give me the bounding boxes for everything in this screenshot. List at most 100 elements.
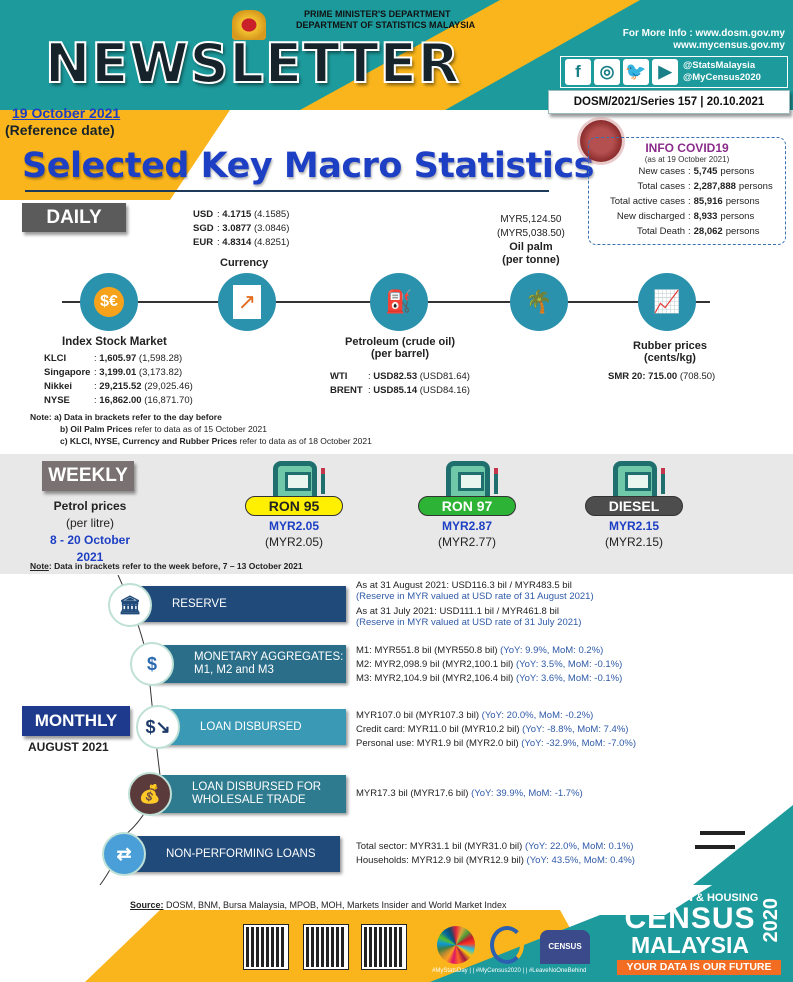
reserve-label: RESERVE: [172, 597, 227, 610]
fuel-price: MYR2.05: [268, 519, 320, 533]
monthly-badge: MONTHLY: [22, 706, 130, 736]
npl-label: NON-PERFORMING LOANS: [166, 847, 316, 860]
note-a: a) Data in brackets refer to the day bef…: [54, 412, 222, 422]
covid-value: 8,933: [693, 211, 718, 222]
row-key: NYSE: [44, 395, 70, 406]
fuel-type-badge: DIESEL: [585, 496, 683, 516]
weekly-note: : Data in brackets refer to the week bef…: [48, 561, 303, 571]
rubber-prev: (708.50): [679, 371, 716, 382]
dept-line1: PRIME MINISTER'S DEPARTMENT: [304, 9, 451, 19]
row-value: 29,215.52: [99, 381, 142, 392]
source-label: Source:: [130, 900, 164, 910]
stat-row: M2: MYR2,098.9 bil (MYR2,100.1 bil) (YoY…: [356, 658, 622, 672]
value-row: WTI: USD82.53 (USD81.64): [330, 371, 470, 382]
series-date: 20.10.2021: [706, 96, 765, 108]
value-row: KLCI: 1,605.97 (1,598.28): [44, 353, 183, 364]
covid-row: Total active cases:85,916 persons: [589, 194, 785, 209]
covid-unit: persons: [725, 196, 760, 207]
money-bag-icon: 💰: [128, 772, 172, 816]
rubber-unit: (cents/kg): [644, 352, 696, 364]
social-handle-census[interactable]: @MyCensus2020: [683, 72, 761, 83]
reserve-line1: As at 31 August 2021: USD116.3 bil / MYR…: [356, 580, 572, 591]
loan-dollar-icon: $↘: [136, 705, 180, 749]
stat-row: Credit card: MYR11.0 bil (MYR10.2 bil) (…: [356, 723, 636, 737]
qr-code-facebook[interactable]: [303, 924, 349, 970]
covid-value: 5,745: [693, 166, 718, 177]
covid-label: Total cases: [637, 181, 685, 192]
stat-growth: (YoY: 9.9%, MoM: 0.2%): [497, 645, 604, 656]
qr-code-census[interactable]: [361, 924, 407, 970]
currency-chart-icon: ↗: [218, 273, 276, 331]
row-value: 3,199.01: [99, 367, 137, 378]
note-c: refer to data as of 18 October 2021: [237, 436, 372, 446]
reserve-line4: (Reserve in MYR valued at USD rate of 31…: [356, 617, 582, 628]
row-key: BRENT: [330, 385, 363, 396]
value-row: Singapore: 3,199.01 (3,173.82): [44, 367, 183, 378]
qr-code-dosm[interactable]: [243, 924, 289, 970]
rubber-label: Rubber prices: [633, 340, 707, 352]
row-prev: (USD81.64): [419, 371, 470, 382]
census-mascot-logo: CENSUS: [540, 930, 590, 964]
instagram-icon[interactable]: ◎: [594, 59, 620, 85]
covid-row: New discharged:8,933 persons: [589, 209, 785, 224]
note-c-bold: c) KLCI, NYSE, Currency and Rubber Price…: [60, 436, 238, 446]
covid-unit: persons: [738, 181, 773, 192]
value-row: EUR: 4.8314 (4.8251): [193, 237, 290, 248]
mycensus-link[interactable]: www.mycensus.gov.my: [673, 40, 785, 51]
stat-value: MYR107.0 bil (MYR107.3 bil): [356, 710, 480, 721]
fuel-price: MYR2.87: [441, 519, 493, 533]
covid-label: Total active cases: [610, 196, 685, 207]
row-key: Singapore: [44, 367, 91, 378]
rubber-value: SMR 20: 715.00: [608, 371, 678, 382]
facebook-icon[interactable]: f: [565, 59, 591, 85]
covid-value: 85,916: [693, 196, 723, 207]
reserve-line2: (Reserve in MYR valued at USD rate of 31…: [356, 591, 594, 602]
petroleum-label: Petroleum (crude oil): [344, 336, 456, 348]
fuel-nozzle-icon: [494, 468, 498, 494]
value-row: USD: 4.1715 (4.1585): [193, 209, 290, 220]
covid-as-at: (as at 19 October 2021): [644, 155, 730, 164]
stat-value: M2: MYR2,098.9 bil (MYR2,100.1 bil): [356, 659, 514, 670]
census-line1: POPULATION & HOUSING: [621, 892, 759, 904]
petrol-period: 8 - 20 October 2021: [49, 533, 131, 564]
row-prev: (29,025.46): [144, 381, 193, 392]
stat-value: Personal use: MYR1.9 bil (MYR2.0 bil): [356, 738, 519, 749]
oil-palm-prev: (MYR5,038.50): [497, 228, 565, 239]
youtube-icon[interactable]: ▶: [652, 59, 678, 85]
row-key: WTI: [330, 371, 348, 382]
npl-exchange-icon: ⇄: [102, 832, 146, 876]
reserve-line3: As at 31 July 2021: USD111.1 bil / MYR46…: [356, 606, 559, 617]
row-prev: (4.8251): [253, 237, 290, 248]
more-info-link[interactable]: For More Info : www.dosm.gov.my: [622, 28, 785, 39]
stock-market-label: Index Stock Market: [62, 336, 167, 348]
covid-unit: persons: [720, 166, 755, 177]
twitter-icon[interactable]: 🐦: [623, 59, 649, 85]
stat-row: Personal use: MYR1.9 bil (MYR2.0 bil) (Y…: [356, 737, 636, 751]
oil-palm-label: Oil palm: [509, 241, 553, 253]
covid-unit: persons: [725, 226, 760, 237]
covid-value: 2,287,888: [693, 181, 736, 192]
covid-value: 28,062: [693, 226, 723, 237]
daily-badge: DAILY: [22, 203, 126, 232]
weekly-note-prefix: Note: [30, 561, 49, 571]
government-crest-logo: [232, 10, 266, 40]
stat-growth: (YoY: -8.8%, MoM: 7.4%): [519, 724, 629, 735]
stat-value: Credit card: MYR11.0 bil (MYR10.2 bil): [356, 724, 520, 735]
oil-pump-icon: ⛽: [370, 273, 428, 331]
bank-icon: 🏛: [108, 583, 152, 627]
stat-growth: (YoY: 20.0%, MoM: -0.2%): [479, 710, 594, 721]
note-b-bold: b) Oil Palm Prices: [60, 424, 133, 434]
social-box: f ◎ 🐦 ▶ @StatsMalaysia @MyCensus2020: [560, 56, 788, 88]
stat-row: Households: MYR12.9 bil (MYR12.9 bil) (Y…: [356, 854, 635, 868]
fuel-nozzle-icon: [321, 468, 325, 494]
row-key: EUR: [193, 237, 214, 248]
row-prev: (USD84.16): [419, 385, 470, 396]
fuel-nozzle-icon: [661, 468, 665, 494]
social-handle-stats[interactable]: @StatsMalaysia: [683, 60, 756, 71]
row-prev: (3,173.82): [138, 367, 183, 378]
row-key: USD: [193, 209, 214, 220]
covid-row: Total Death:28,062 persons: [589, 224, 785, 239]
row-prev: (3.0846): [253, 223, 290, 234]
value-row: BRENT: USD85.14 (USD84.16): [330, 385, 470, 396]
census-line3: MALAYSIA: [631, 932, 749, 958]
